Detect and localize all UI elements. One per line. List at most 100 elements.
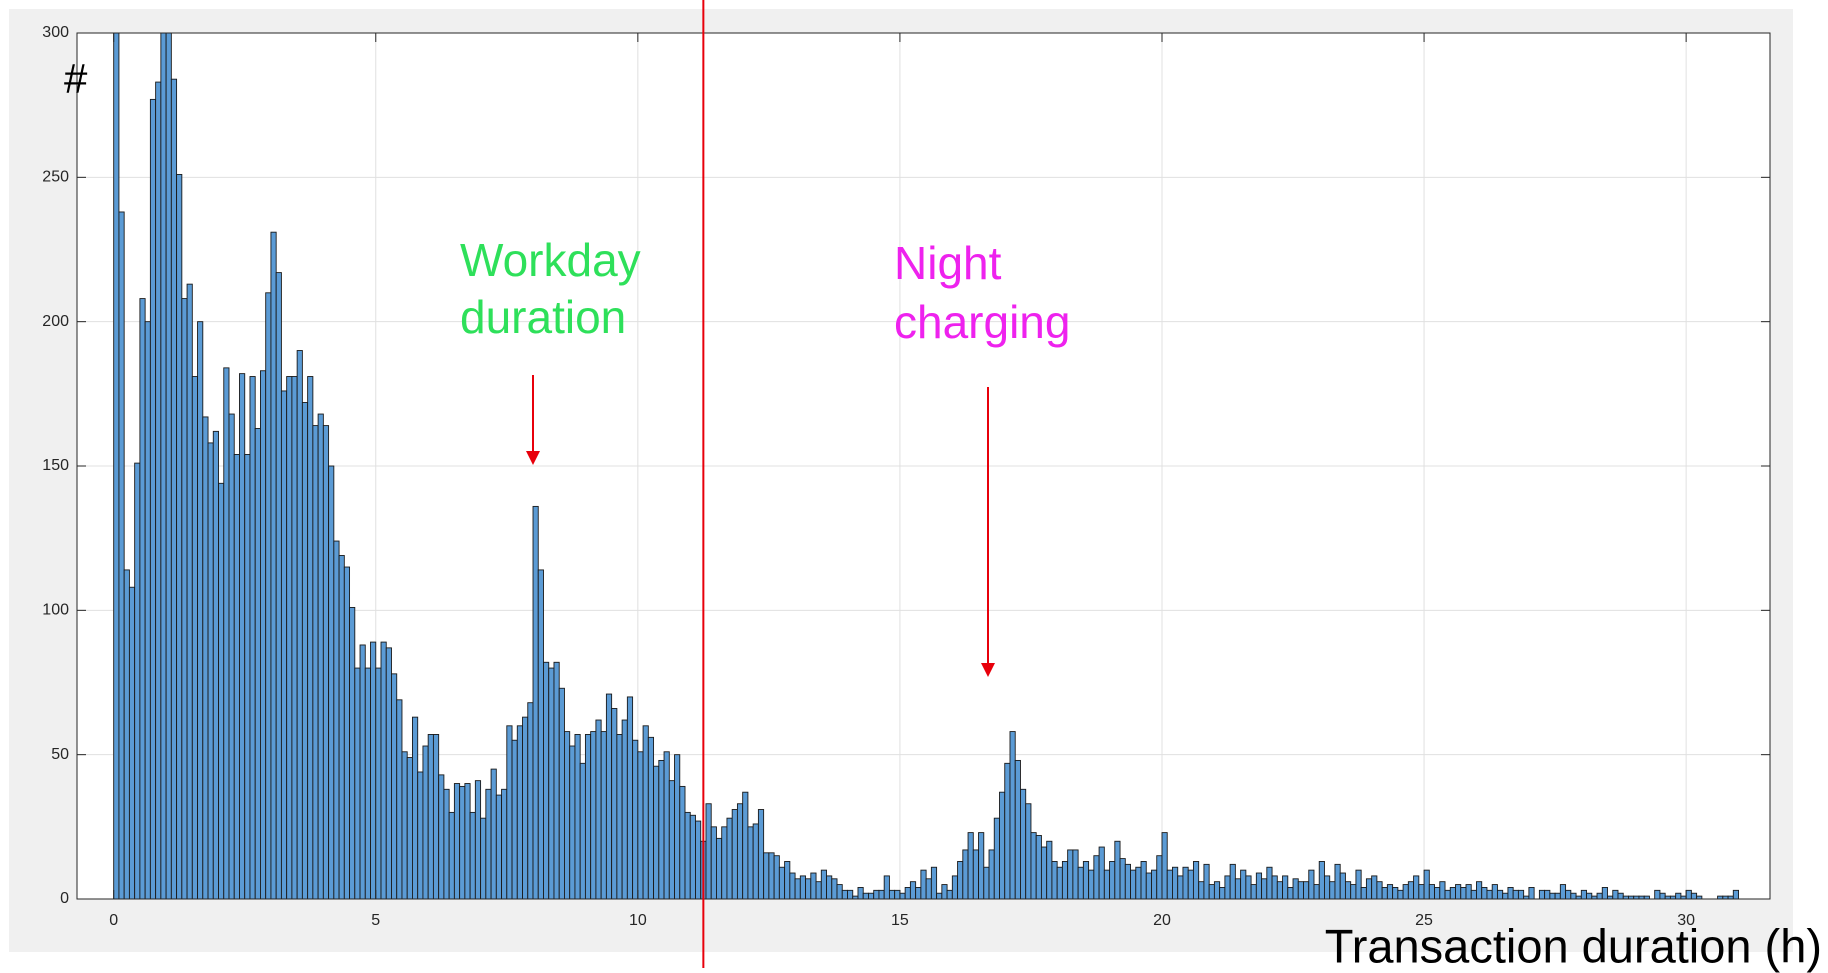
bar	[1365, 878, 1373, 899]
bar	[820, 869, 827, 899]
bar	[1476, 881, 1483, 899]
bar	[778, 866, 786, 899]
bar	[1397, 889, 1404, 899]
bar	[1470, 889, 1477, 899]
bar	[170, 78, 178, 899]
bar	[453, 783, 461, 899]
bar	[118, 211, 125, 899]
bar	[1696, 895, 1703, 899]
bar	[836, 884, 843, 899]
bar	[1166, 869, 1173, 899]
bar	[322, 425, 330, 899]
annotation-text: duration	[460, 291, 626, 343]
bar	[474, 780, 482, 899]
bar	[223, 367, 230, 899]
bar	[1659, 892, 1666, 899]
bar	[1586, 892, 1593, 899]
annotation-text: Night	[894, 237, 1002, 289]
bar	[1413, 875, 1420, 899]
bar	[1004, 762, 1011, 899]
bar	[569, 745, 576, 899]
bar	[1402, 884, 1409, 899]
bar	[1339, 872, 1346, 899]
bar	[244, 454, 251, 899]
bar	[501, 788, 508, 899]
bar	[286, 376, 293, 899]
bar	[291, 376, 298, 899]
y-tick-label: 50	[51, 746, 69, 763]
bar	[574, 734, 581, 899]
bar	[1297, 881, 1304, 899]
bar	[695, 820, 702, 899]
bar	[731, 809, 738, 899]
bar	[553, 661, 560, 899]
bar	[527, 702, 534, 899]
bar	[1067, 849, 1074, 899]
bar	[1098, 846, 1105, 899]
bar	[511, 739, 518, 899]
bar	[763, 852, 770, 899]
bar	[600, 731, 607, 899]
bar	[1061, 861, 1069, 899]
bar	[978, 832, 985, 899]
bar	[181, 298, 188, 899]
bar	[144, 321, 151, 899]
bar	[1554, 892, 1561, 899]
y-tick-label: 300	[42, 24, 69, 41]
bar	[1072, 849, 1079, 899]
bar	[1324, 875, 1331, 899]
bar	[338, 555, 345, 899]
bar	[139, 298, 146, 899]
bar	[202, 416, 209, 899]
bar	[1151, 869, 1158, 899]
bar	[1381, 887, 1388, 899]
bar	[160, 33, 167, 899]
bar	[983, 866, 990, 899]
bar	[1565, 889, 1572, 899]
bar	[773, 855, 780, 899]
bar	[1517, 889, 1525, 899]
bar	[1093, 855, 1100, 899]
bar	[301, 402, 309, 899]
bar	[1219, 887, 1226, 899]
bar	[946, 889, 953, 899]
bar	[1035, 835, 1042, 899]
y-tick-label: 100	[42, 602, 69, 619]
bar	[1601, 887, 1608, 899]
bar	[1229, 863, 1236, 899]
bar	[254, 428, 261, 899]
bar	[826, 875, 833, 899]
bar	[1491, 884, 1498, 899]
bar	[1009, 731, 1016, 899]
bar	[1014, 759, 1021, 899]
bar	[1617, 892, 1624, 899]
bar	[448, 811, 455, 899]
bar	[941, 884, 948, 899]
annotation-text: charging	[894, 296, 1070, 348]
arrow-head	[981, 663, 995, 677]
bar	[1428, 884, 1435, 899]
bar	[1360, 887, 1367, 899]
bar	[1224, 875, 1231, 899]
bar	[873, 889, 880, 899]
y-tick-label: 200	[42, 313, 69, 330]
bar	[579, 762, 586, 899]
bar	[647, 736, 655, 899]
bar	[1213, 881, 1221, 899]
bar	[847, 889, 854, 899]
bar	[1392, 887, 1399, 899]
bar	[1287, 887, 1294, 899]
x-tick-label: 30	[1677, 912, 1695, 929]
bar	[1486, 889, 1493, 899]
bar	[218, 482, 225, 899]
bar	[894, 889, 901, 899]
bar	[239, 373, 246, 899]
bar	[1612, 889, 1619, 899]
bar	[1234, 878, 1242, 899]
bar	[1261, 878, 1268, 899]
bar	[249, 376, 256, 899]
bar	[868, 892, 875, 899]
bar	[1496, 889, 1504, 899]
bar	[988, 849, 995, 899]
